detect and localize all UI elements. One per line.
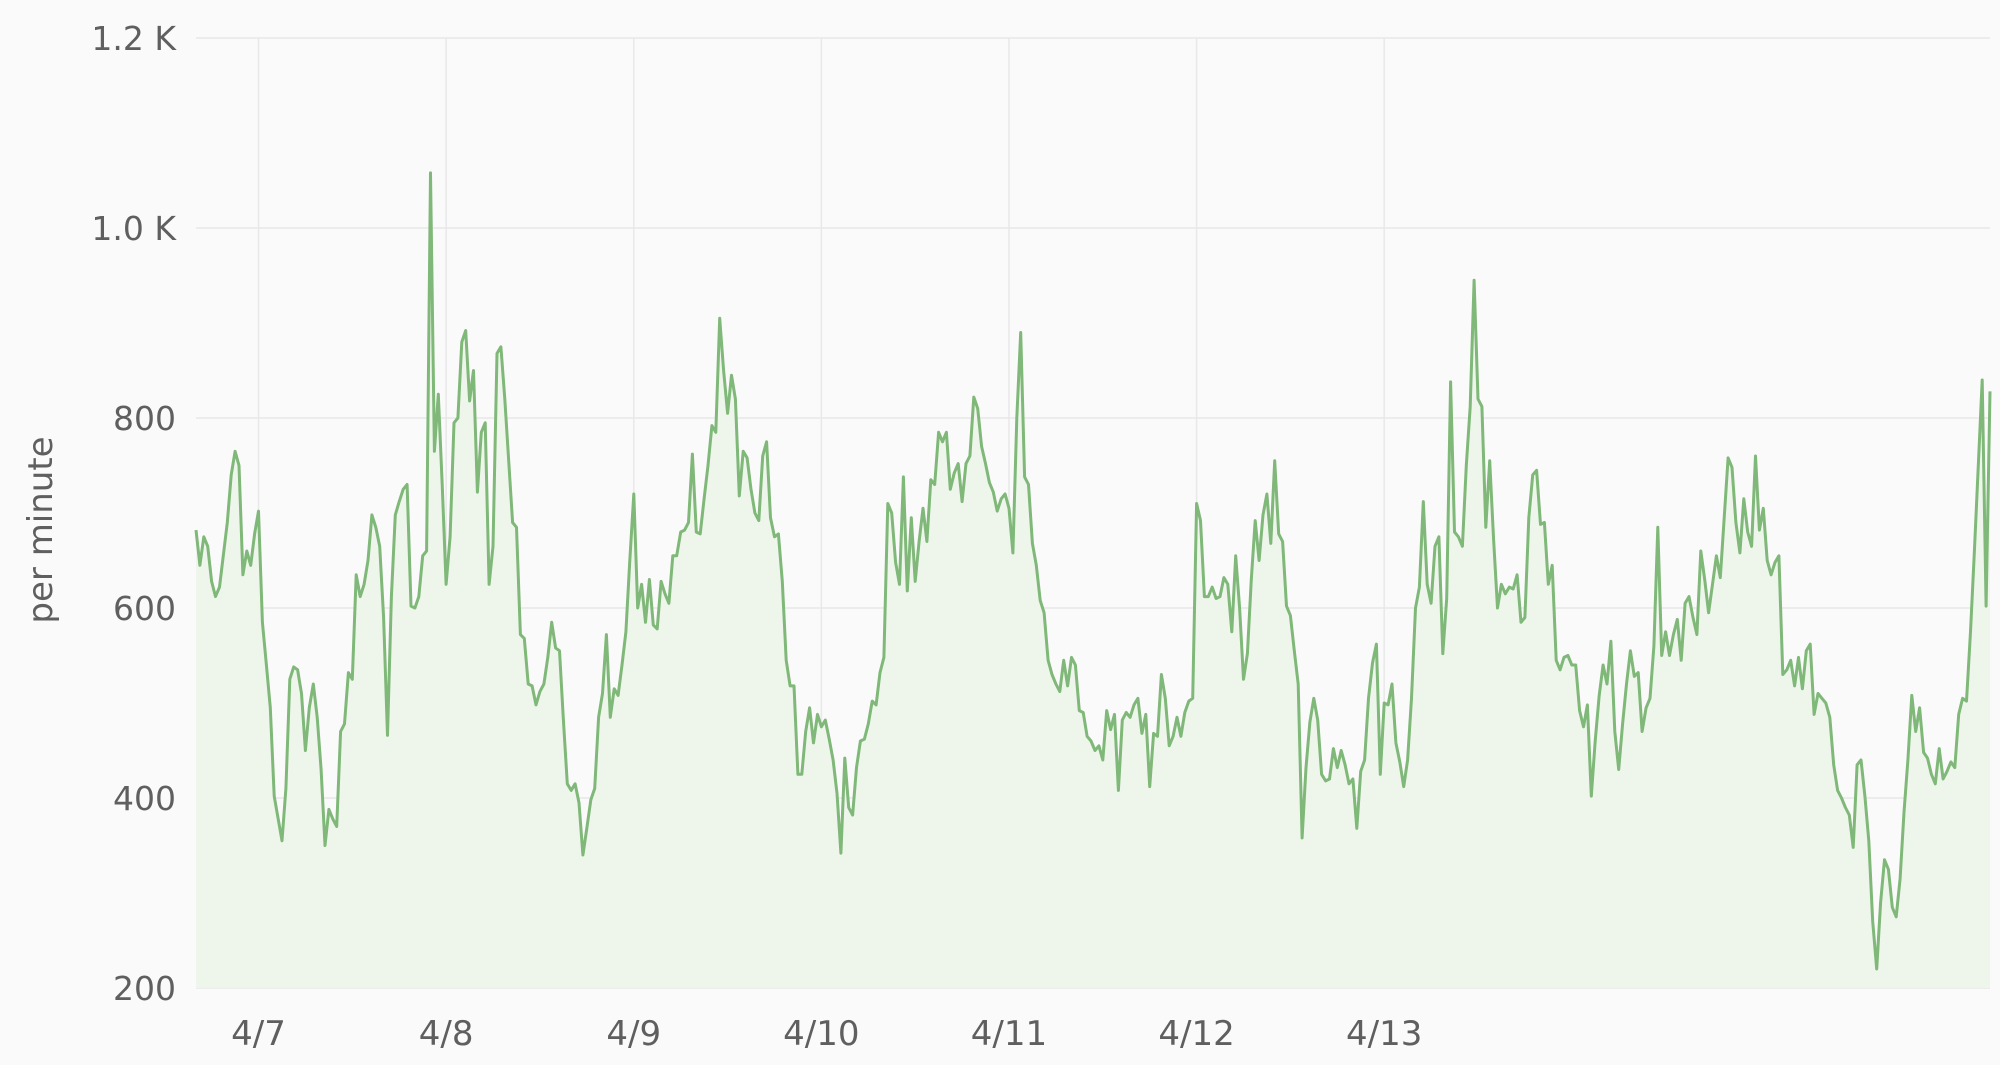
y-tick-label: 1.0 K (91, 209, 177, 248)
y-tick-label: 200 (113, 969, 176, 1008)
x-tick-label: 4/10 (783, 1014, 859, 1054)
series-line-path (194, 171, 1992, 971)
y-axis-ticks: 200 400 600 800 1.0 K 1.2 K (91, 19, 177, 1008)
x-tick-label: 4/13 (1346, 1014, 1422, 1054)
area-fill-path (196, 172, 1990, 988)
series-line (194, 171, 1992, 971)
y-tick-label: 600 (113, 589, 176, 628)
x-tick-label: 4/9 (606, 1014, 661, 1054)
x-axis-ticks: 4/7 4/8 4/9 4/10 4/11 4/12 4/13 (231, 1014, 1422, 1054)
y-tick-label: 800 (113, 399, 176, 438)
y-tick-label: 400 (113, 779, 176, 818)
y-axis-label: per minute (21, 436, 61, 623)
x-tick-label: 4/7 (231, 1014, 286, 1054)
y-tick-label: 1.2 K (91, 19, 177, 58)
x-tick-label: 4/12 (1158, 1014, 1234, 1054)
x-tick-label: 4/11 (971, 1014, 1047, 1054)
x-tick-label: 4/8 (419, 1014, 474, 1054)
area-fill (196, 172, 1990, 988)
